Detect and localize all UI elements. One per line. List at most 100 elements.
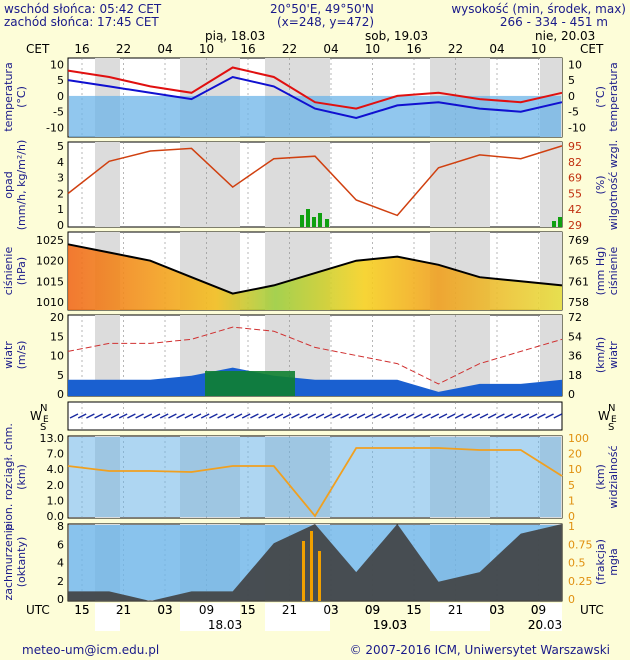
side-label-right: (km) widzialność	[594, 445, 620, 508]
bottom-hour-tick: 15	[406, 603, 421, 617]
fog-tick-right: 0	[568, 593, 575, 606]
visibility-tick-right: 5	[568, 479, 575, 492]
wind-arrow	[135, 413, 144, 419]
wind-arrow	[430, 413, 440, 419]
humidity-tick-right: 95	[568, 140, 582, 153]
side-label-line: (%)	[594, 175, 607, 194]
side-label-line: temperatura	[607, 62, 620, 131]
cloud-tick-left: 2	[57, 575, 64, 588]
wind-arrow	[282, 413, 292, 419]
precip-tick-left: 1	[57, 203, 64, 216]
wind-arrow	[545, 413, 554, 419]
bottom-hour-tick: 03	[489, 603, 504, 617]
temp-tick-right: -10	[568, 122, 586, 135]
bottom-hour-tick: 09	[531, 603, 546, 617]
pressure-tick-left: 1025	[36, 234, 64, 247]
side-label-line: wilgotność wzgl.	[607, 140, 620, 230]
night-stripe	[95, 142, 120, 227]
cloudbase-tick-left: 13.0	[40, 432, 65, 445]
wind-arrow	[274, 413, 284, 419]
wind-arrow	[323, 413, 333, 419]
wind-arrow	[553, 413, 563, 419]
temp-tick-left: 0	[57, 90, 64, 103]
side-label-line: (°C)	[594, 86, 607, 108]
wind-arrow	[168, 413, 177, 419]
wind-arrow	[348, 413, 358, 419]
cloud-tick-left: 4	[57, 557, 64, 570]
side-label-line: (km/h)	[594, 337, 607, 373]
dewpoint-line	[67, 75, 563, 120]
bottom-hour-tick: 21	[116, 603, 131, 617]
night-stripe	[540, 315, 562, 396]
side-label-left: temperatura (°C)	[2, 62, 28, 131]
bottom-hour-tick: 15	[74, 603, 89, 617]
top-hour-tick: 16	[406, 42, 421, 56]
footer-email[interactable]: meteo-um@icm.edu.pl	[22, 643, 160, 657]
wind-arrow	[340, 413, 349, 419]
top-tz-left: CET	[26, 42, 50, 56]
bottom-hour-tick: 15	[240, 603, 255, 617]
pressure-tick-right: 765	[568, 255, 589, 268]
cloudbase-tick-left: 0.0	[47, 510, 65, 523]
fog-tick-right: 1	[568, 520, 575, 533]
wind-tick-right: 36	[568, 350, 582, 363]
side-label-line: ciśnienie	[607, 247, 620, 296]
wind-arrow	[414, 413, 423, 419]
wind-arrow	[405, 413, 415, 419]
wind-tick-right: 18	[568, 369, 582, 382]
precip-bar	[306, 209, 310, 227]
precip-tick-left: 5	[57, 140, 64, 153]
bottom-tz-right: UTC	[580, 603, 604, 617]
night-stripe	[265, 142, 330, 227]
cloud-cover-fill	[68, 524, 562, 601]
wind-arrow	[258, 413, 267, 419]
humidity-tick-right: 82	[568, 156, 582, 169]
wind-arrow	[479, 413, 489, 419]
fog-bar	[310, 531, 313, 601]
night-stripe	[540, 142, 562, 227]
wind-arrow	[299, 413, 308, 419]
bottom-date-label: 19.03	[373, 618, 407, 632]
wind-arrow	[241, 413, 251, 419]
wind-tick-left: 20	[50, 311, 64, 324]
wind-arrow	[110, 413, 120, 419]
gust-zone	[205, 371, 295, 396]
wind-arrow	[446, 413, 456, 419]
elevation-values: 266 - 334 - 451 m	[499, 15, 608, 29]
bottom-hour-tick: 15	[74, 603, 89, 617]
visibility-tick-right: 100	[568, 432, 589, 445]
fog-tick-right: 0.75	[568, 538, 593, 551]
cloud-tick-left: 8	[57, 520, 64, 533]
wind-arrow	[200, 413, 210, 419]
side-label-line: (hPa)	[15, 257, 28, 285]
bottom-hour-tick: 09	[199, 603, 214, 617]
top-hour-tick: 16	[74, 42, 89, 56]
pressure-tick-right: 769	[568, 234, 589, 247]
wind-tick-left: 10	[50, 350, 64, 363]
wind-arrow	[381, 413, 390, 419]
pressure-fill	[68, 244, 562, 310]
bottom-hour-tick: 21	[282, 603, 297, 617]
wind-arrow	[176, 413, 185, 419]
wind-tick-right: 54	[568, 330, 582, 343]
wind-arrow	[463, 413, 472, 419]
temp-tick-right: 10	[568, 58, 582, 71]
wind-arrow	[487, 413, 497, 419]
side-label-line: temperatura	[2, 62, 15, 131]
visibility-fill	[69, 437, 561, 517]
sunrise-text: wschód słońca: 05:42 CET	[4, 2, 162, 16]
wind-arrow	[184, 413, 194, 419]
side-label-line: zachmurzenie	[2, 523, 15, 600]
side-label-line: mgła	[607, 548, 620, 576]
wind-arrow	[209, 413, 218, 419]
wind-arrow	[217, 413, 226, 419]
side-label-line: (km)	[15, 464, 28, 490]
wind-arrow	[94, 413, 103, 419]
wind-arrow	[102, 413, 112, 419]
side-label-left: opad (mm/h, kg/m²/h)	[2, 140, 28, 231]
side-label-left: ciśnienie (hPa)	[2, 247, 28, 296]
top-hour-tick: 04	[489, 42, 504, 56]
top-hour-tick: 04	[323, 42, 338, 56]
wind-tick-left: 5	[57, 369, 64, 382]
